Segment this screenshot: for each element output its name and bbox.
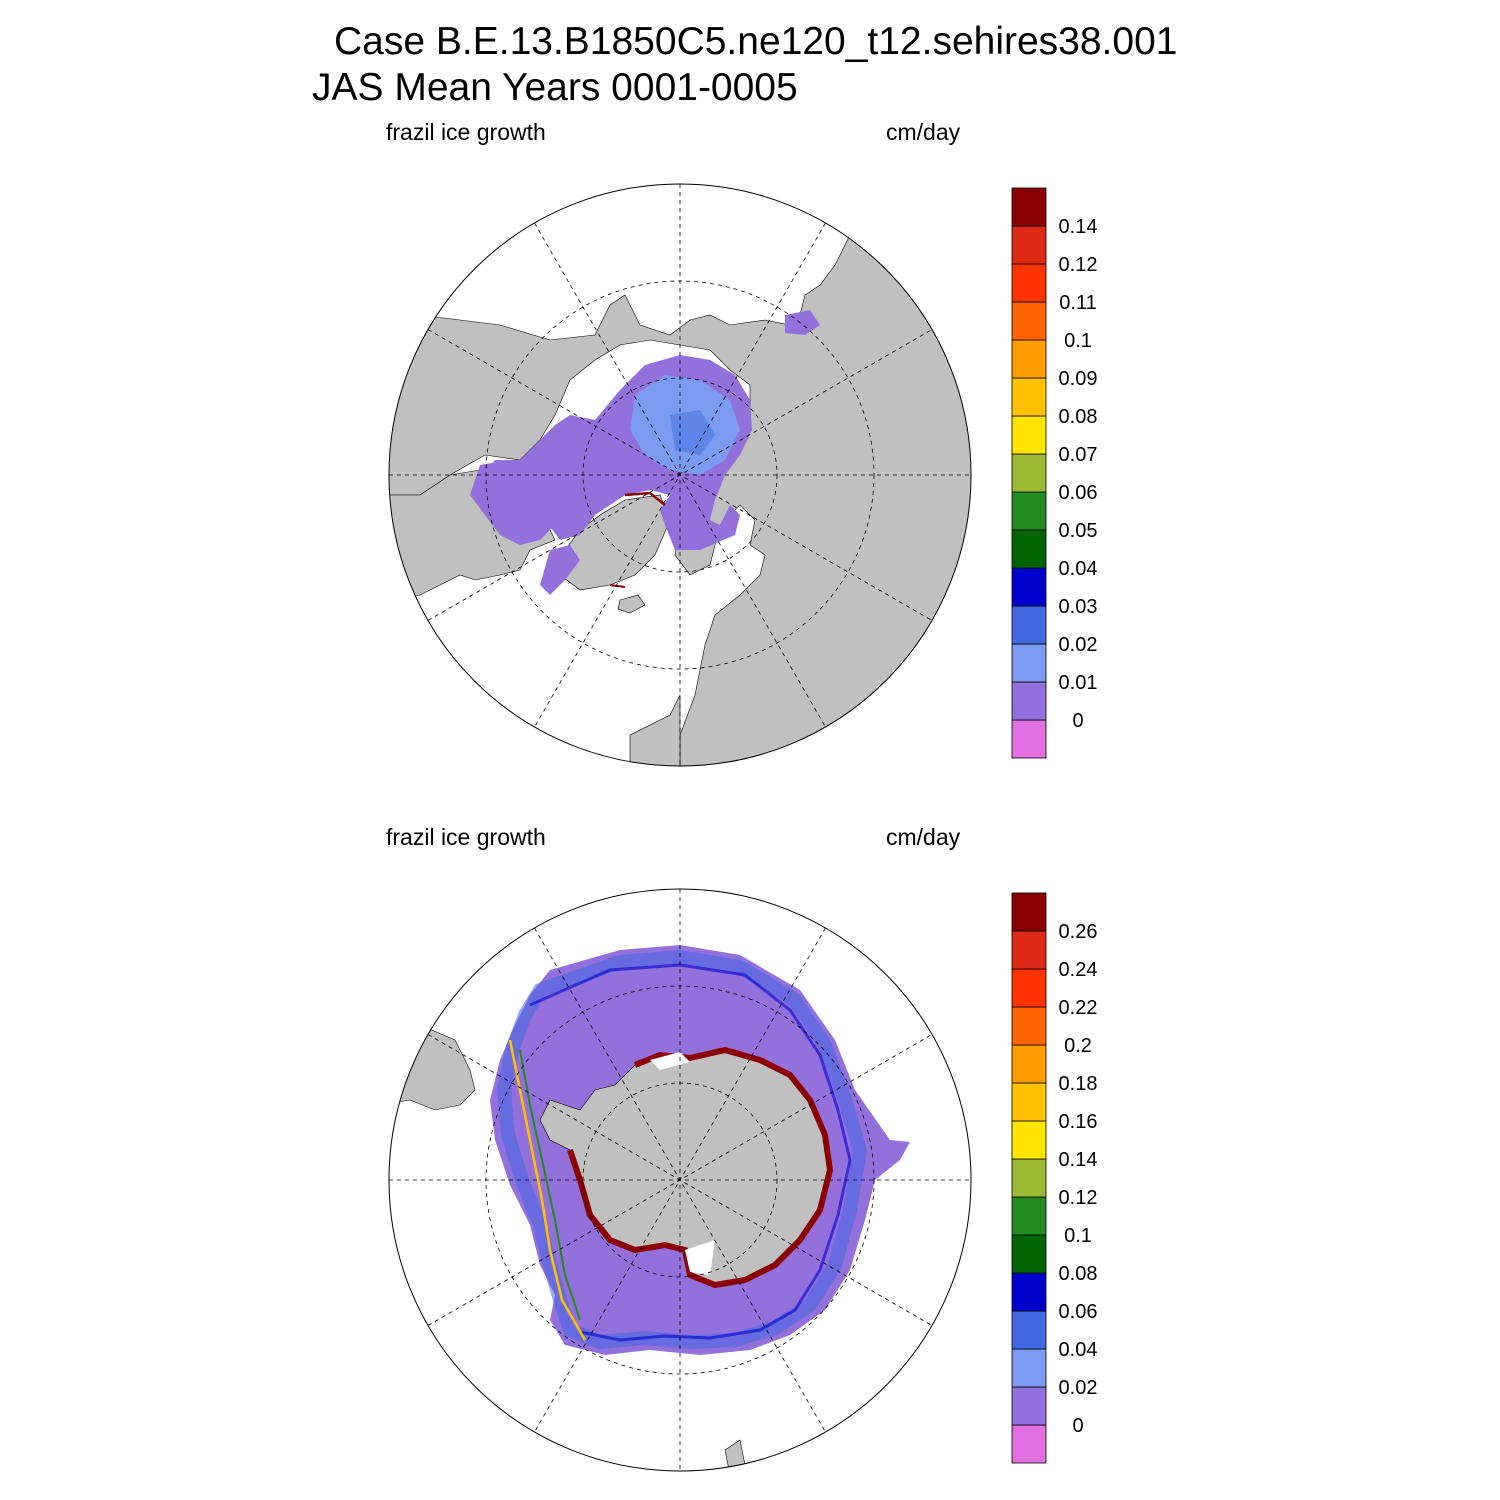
colorbar-south-box-0 [1011,1424,1047,1464]
colorbar-north-box-7 [1011,453,1047,493]
sea-ice-central-core [670,410,715,455]
colorbar-north-label-2: 0.02 [1059,634,1098,656]
colorbar-south-label-1: 0.02 [1059,1377,1098,1399]
colorbar-south-box-10 [1011,1044,1047,1084]
panel-south-field-label: frazil ice growth [386,824,546,850]
colorbar-north-box-1 [1011,681,1047,721]
panel-south-units-label: cm/day [886,824,961,850]
colorbar-south-box-7 [1011,1158,1047,1198]
colorbar-south-label-2: 0.04 [1059,1339,1098,1361]
colorbar-south: 0 0.02 0.04 0.06 0.08 0.1 0.12 0.14 0.16 0.18 0.2 0… [1011,892,1098,1464]
colorbar-south-box-5 [1011,1234,1047,1274]
sea-ice-baffin [540,545,580,595]
colorbar-north-box-9 [1011,377,1047,417]
colorbar-north-box-12 [1011,263,1047,303]
colorbar-north-label-7: 0.07 [1059,444,1098,466]
colorbar-south-label-9: 0.18 [1059,1073,1098,1095]
figure-title-period: JAS Mean Years 0001-0005 [312,66,798,109]
colorbar-south-box-12 [1011,968,1047,1008]
colorbar-north-box-8 [1011,415,1047,455]
coastal-frazil-band [624,491,666,506]
colorbar-north-box-0 [1011,719,1047,759]
sea-ice-outer-band [496,949,868,1350]
colorbar-south-box-11 [1011,1006,1047,1046]
land-iceland [617,594,646,614]
colorbar-south-box-6 [1011,1196,1047,1236]
colorbar-south-label-7: 0.14 [1059,1149,1098,1171]
colorbar-south-label-10: 0.2 [1064,1035,1092,1057]
colorbar-north-label-13: 0.14 [1059,216,1098,238]
colorbar-north-label-5: 0.05 [1059,520,1098,542]
sea-ice-outer-texture [529,963,852,1342]
panel-north-field-label: frazil ice growth [386,119,546,145]
colorbar-south-box-3 [1011,1310,1047,1350]
colorbar-south-box-1 [1011,1386,1047,1426]
sea-ice-hudson-bay [470,460,555,545]
colorbar-north-box-2 [1011,643,1047,683]
colorbar-north-label-3: 0.03 [1059,596,1098,618]
graticule-south [389,889,971,1471]
colorbar-north-box-14 [1011,187,1047,227]
colorbar-north-label-1: 0.01 [1059,672,1098,694]
colorbar-north-box-10 [1011,339,1047,379]
colorbar-north-box-4 [1011,567,1047,607]
colorbar-north-label-10: 0.1 [1064,330,1092,352]
colorbar-south-label-6: 0.12 [1059,1187,1098,1209]
colorbar-south-label-5: 0.1 [1064,1225,1092,1247]
colorbar-north-box-11 [1011,301,1047,341]
colorbar-north-label-8: 0.08 [1059,406,1098,428]
colorbar-south-box-9 [1011,1082,1047,1122]
antarctic-coastal-frazil [567,1046,834,1289]
graticule [389,184,971,766]
colorbar-north-label-6: 0.06 [1059,482,1098,504]
colorbar-north-label-12: 0.12 [1059,254,1098,276]
colorbar-north-label-9: 0.09 [1059,368,1098,390]
colorbar-north-box-3 [1011,605,1047,645]
colorbar-south-box-13 [1011,930,1047,970]
colorbar-south-label-3: 0.06 [1059,1301,1098,1323]
colorbar-south-label-13: 0.26 [1059,921,1098,943]
ice-shelf-weddell [650,1052,690,1070]
colorbar-south-label-4: 0.08 [1059,1263,1098,1285]
colorbar-south-box-8 [1011,1120,1047,1160]
colorbar-south-label-11: 0.22 [1059,997,1098,1019]
colorbar-north-label-11: 0.11 [1059,292,1096,314]
sea-ice-bering [785,310,820,335]
coastal-frazil-band-2 [609,584,626,588]
colorbar-north-box-13 [1011,225,1047,265]
colorbar-south-box-2 [1011,1348,1047,1388]
panel-north-units-label: cm/day [886,119,961,145]
colorbar-south-label-8: 0.16 [1059,1111,1098,1133]
colorbar-north-label-4: 0.04 [1059,558,1098,580]
ice-shelf-ross [685,1240,715,1275]
figure-title-case: Case B.E.13.B1850C5.ne120_t12.sehires38.… [334,20,1178,63]
colorbar-north-box-5 [1011,529,1047,569]
land-europe-south [629,694,681,766]
colorbar-south-label-0: 0 [1072,1415,1083,1437]
colorbar-north-label-0: 0 [1072,710,1083,732]
colorbar-south-box-4 [1011,1272,1047,1312]
frazil-filaments-west-green [519,1049,581,1321]
frazil-filaments-west [508,1039,587,1341]
south-polar-map [388,888,972,1472]
colorbar-south-label-12: 0.24 [1059,959,1098,981]
colorbar-north: 0 0.01 0.02 0.03 0.04 0.05 0.06 0.07 0.08 0.09 0.1… [1011,187,1098,759]
colorbar-north-box-6 [1011,491,1047,531]
colorbar-south-box-14 [1011,892,1047,932]
north-polar-map [388,183,972,767]
